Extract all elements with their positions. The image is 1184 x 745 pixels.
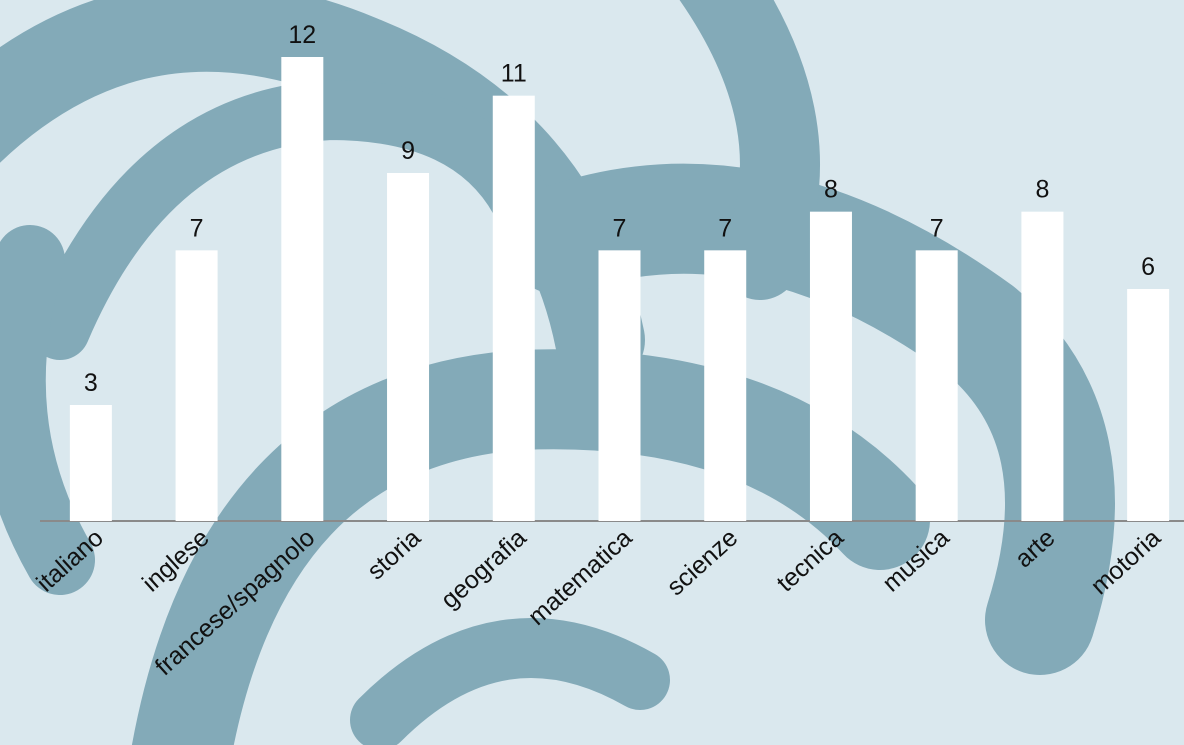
- data-label: 11: [501, 60, 527, 88]
- bar: [492, 95, 535, 522]
- bar: [1127, 289, 1170, 521]
- bar: [809, 211, 852, 521]
- data-label: 8: [1035, 176, 1049, 204]
- data-label: 8: [824, 176, 838, 204]
- bar: [598, 250, 641, 522]
- data-label: 7: [613, 214, 627, 242]
- data-label: 12: [288, 21, 316, 49]
- data-label: 6: [1141, 253, 1155, 281]
- bar: [704, 250, 747, 522]
- bar: [915, 250, 958, 522]
- data-label: 7: [190, 214, 204, 242]
- bar: [175, 250, 218, 522]
- data-label: 7: [718, 214, 732, 242]
- data-label: 7: [930, 214, 944, 242]
- data-label: 3: [84, 369, 98, 397]
- bar: [281, 57, 324, 521]
- bar: [69, 405, 112, 521]
- data-label: 9: [401, 137, 415, 165]
- bar: [1021, 211, 1064, 521]
- bar: [387, 173, 430, 521]
